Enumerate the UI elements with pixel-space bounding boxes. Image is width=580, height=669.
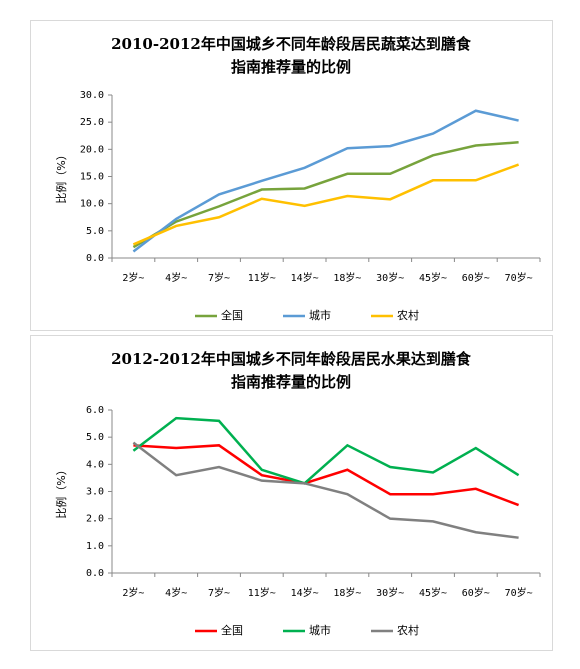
legend-label: 农村 xyxy=(397,308,419,322)
legend-label: 全国 xyxy=(221,623,243,637)
legend-label: 全国 xyxy=(221,308,243,322)
x-tick-label: 11岁~ xyxy=(248,586,276,599)
x-tick-label: 2岁~ xyxy=(122,271,144,284)
y-tick-label: 20.0 xyxy=(80,144,104,155)
x-tick-label: 30岁~ xyxy=(376,271,404,284)
series-line xyxy=(132,163,520,246)
y-tick-label: 30.0 xyxy=(80,90,104,101)
series-line xyxy=(132,416,520,485)
chart: 2010-2012年中国城乡不同年龄段居民蔬菜达到膳食指南推荐量的比例比例（%）… xyxy=(30,20,553,331)
x-tick-label: 14岁~ xyxy=(291,271,319,284)
x-tick-label: 14岁~ xyxy=(291,586,319,599)
chart-title: 2010-2012年中国城乡不同年龄段居民蔬菜达到膳食 xyxy=(111,35,472,53)
chart-frame xyxy=(30,20,553,331)
chart: 2012-2012年中国城乡不同年龄段居民水果达到膳食指南推荐量的比例比例（%）… xyxy=(30,335,553,651)
y-tick-label: 15.0 xyxy=(80,172,104,183)
y-tick-label: 0.0 xyxy=(86,253,104,264)
series-line xyxy=(132,109,519,253)
y-tick-label: 10.0 xyxy=(80,199,104,210)
y-tick-label: 1.0 xyxy=(86,541,104,552)
series-line xyxy=(132,141,519,249)
legend-label: 城市 xyxy=(309,308,331,322)
x-tick-label: 18岁~ xyxy=(333,586,361,599)
x-tick-label: 18岁~ xyxy=(333,271,361,284)
x-tick-label: 7岁~ xyxy=(208,586,230,599)
series-line xyxy=(133,444,520,507)
legend-label: 城市 xyxy=(309,623,331,637)
y-tick-label: 0.0 xyxy=(86,568,104,579)
y-tick-label: 25.0 xyxy=(80,117,104,128)
y-tick-label: 6.0 xyxy=(86,405,104,416)
x-tick-label: 2岁~ xyxy=(122,586,144,599)
x-tick-label: 11岁~ xyxy=(248,271,276,284)
y-axis-label: 比例（%） xyxy=(54,149,68,203)
chart-title: 指南推荐量的比例 xyxy=(231,58,351,76)
chart-frame xyxy=(30,335,553,651)
x-tick-label: 4岁~ xyxy=(165,271,187,284)
x-tick-label: 30岁~ xyxy=(376,586,404,599)
chart-title: 2012-2012年中国城乡不同年龄段居民水果达到膳食 xyxy=(111,350,472,368)
series-line xyxy=(132,441,519,539)
x-tick-label: 60岁~ xyxy=(462,271,490,284)
legend-label: 农村 xyxy=(397,623,419,637)
y-tick-label: 5.0 xyxy=(86,226,104,237)
x-tick-label: 45岁~ xyxy=(419,586,447,599)
x-tick-label: 70岁~ xyxy=(505,271,533,284)
y-axis-label: 比例（%） xyxy=(54,464,68,518)
chart-title: 指南推荐量的比例 xyxy=(231,373,351,391)
x-tick-label: 4岁~ xyxy=(165,586,187,599)
x-tick-label: 60岁~ xyxy=(462,586,490,599)
x-tick-label: 70岁~ xyxy=(505,586,533,599)
y-tick-label: 5.0 xyxy=(86,432,104,443)
y-tick-label: 2.0 xyxy=(86,514,104,525)
x-tick-label: 45岁~ xyxy=(419,271,447,284)
y-tick-label: 3.0 xyxy=(86,487,104,498)
x-tick-label: 7岁~ xyxy=(208,271,230,284)
y-tick-label: 4.0 xyxy=(86,459,104,470)
